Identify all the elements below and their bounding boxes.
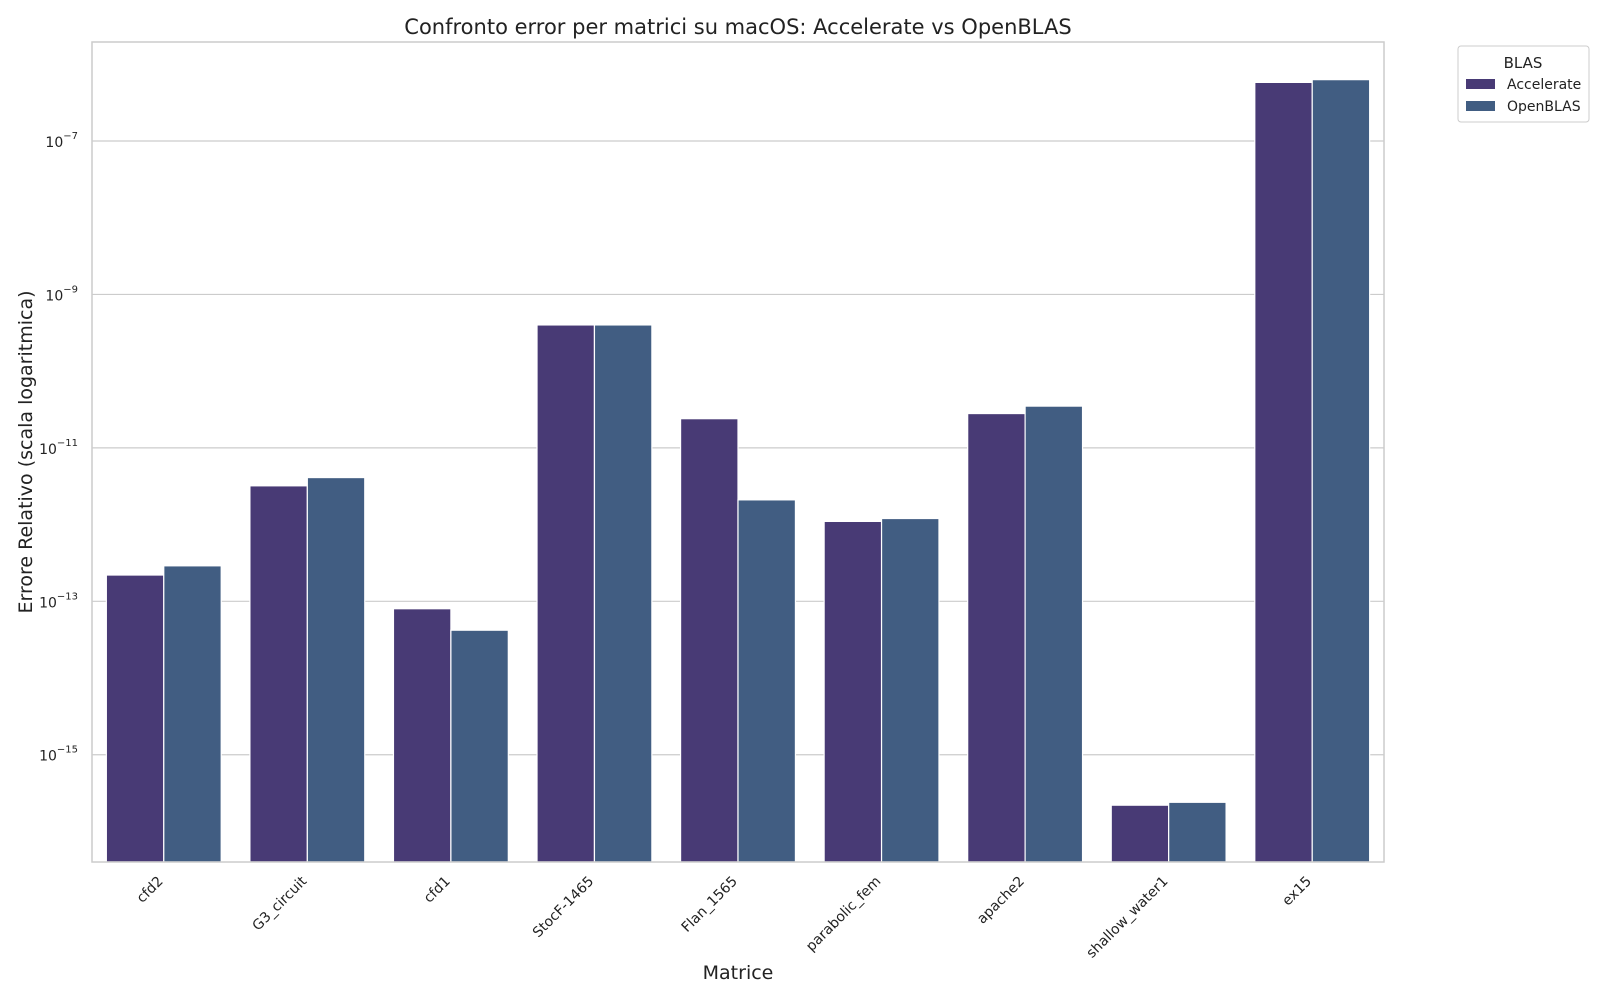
y-tick-label: 10−13	[39, 591, 78, 611]
plot-frame	[91, 41, 1385, 863]
y-axis-title: Errore Relativo (scala logaritmica)	[15, 290, 37, 613]
bar-openblas-shallow-water1	[1168, 801, 1227, 863]
bar-accelerate-cfd2	[105, 574, 165, 863]
x-tick-label: StocF-1465	[530, 874, 597, 941]
bar-openblas-stocf-1465	[593, 324, 653, 863]
chart-title: Confronto error per matrici su macOS: Ac…	[404, 15, 1071, 39]
bar-accelerate-stocf-1465	[536, 324, 596, 863]
x-tick-label: parabolic_fem	[803, 874, 884, 955]
bar-openblas-ex15	[1311, 79, 1371, 863]
bar-accelerate-ex15	[1254, 81, 1313, 863]
x-tick-label: apache2	[974, 874, 1028, 928]
y-tick-label: 10−15	[39, 745, 78, 765]
bar-accelerate-g3-circuit	[249, 485, 308, 863]
bar-accelerate-shallow-water1	[1110, 804, 1170, 863]
legend: BLAS Accelerate OpenBLAS	[1457, 45, 1590, 123]
bar-accelerate-parabolic-fem	[823, 520, 883, 863]
legend-label-accelerate: Accelerate	[1507, 77, 1581, 93]
bar-openblas-g3-circuit	[306, 476, 366, 863]
x-tick-label: Flan_1565	[679, 874, 741, 936]
x-tick-label: G3_circuit	[250, 873, 311, 934]
y-tick-labels: 10−15 10−13 10−11 10−9 10−7	[39, 131, 78, 765]
x-tick-label: ex15	[1279, 874, 1315, 910]
y-tick-label: 10−11	[39, 438, 78, 458]
x-axis-title: Matrice	[703, 962, 774, 984]
bar-openblas-cfd1	[450, 629, 509, 863]
y-tick-label: 10−9	[45, 284, 78, 304]
bar-openblas-cfd2	[163, 565, 222, 863]
x-tick-label: shallow_water1	[1084, 874, 1172, 962]
legend-swatch-openblas	[1466, 101, 1495, 111]
legend-swatch-accelerate	[1466, 79, 1495, 89]
bar-accelerate-cfd1	[392, 608, 452, 863]
x-tick-label: cfd1	[421, 874, 454, 907]
y-tick-label: 10−7	[45, 131, 78, 151]
x-tick-labels: cfd2 G3_circuit cfd1 StocF-1465 Flan_1565 par…	[134, 873, 1315, 961]
bar-accelerate-apache2	[967, 412, 1026, 863]
bar-openblas-parabolic-fem	[880, 517, 940, 863]
bars	[105, 79, 1371, 863]
bar-openblas-flan-1565	[737, 499, 797, 863]
bar-openblas-apache2	[1024, 405, 1084, 863]
legend-label-openblas: OpenBLAS	[1507, 99, 1581, 115]
legend-title: BLAS	[1504, 54, 1543, 72]
bar-accelerate-flan-1565	[679, 418, 739, 863]
x-tick-label: cfd2	[134, 874, 167, 907]
